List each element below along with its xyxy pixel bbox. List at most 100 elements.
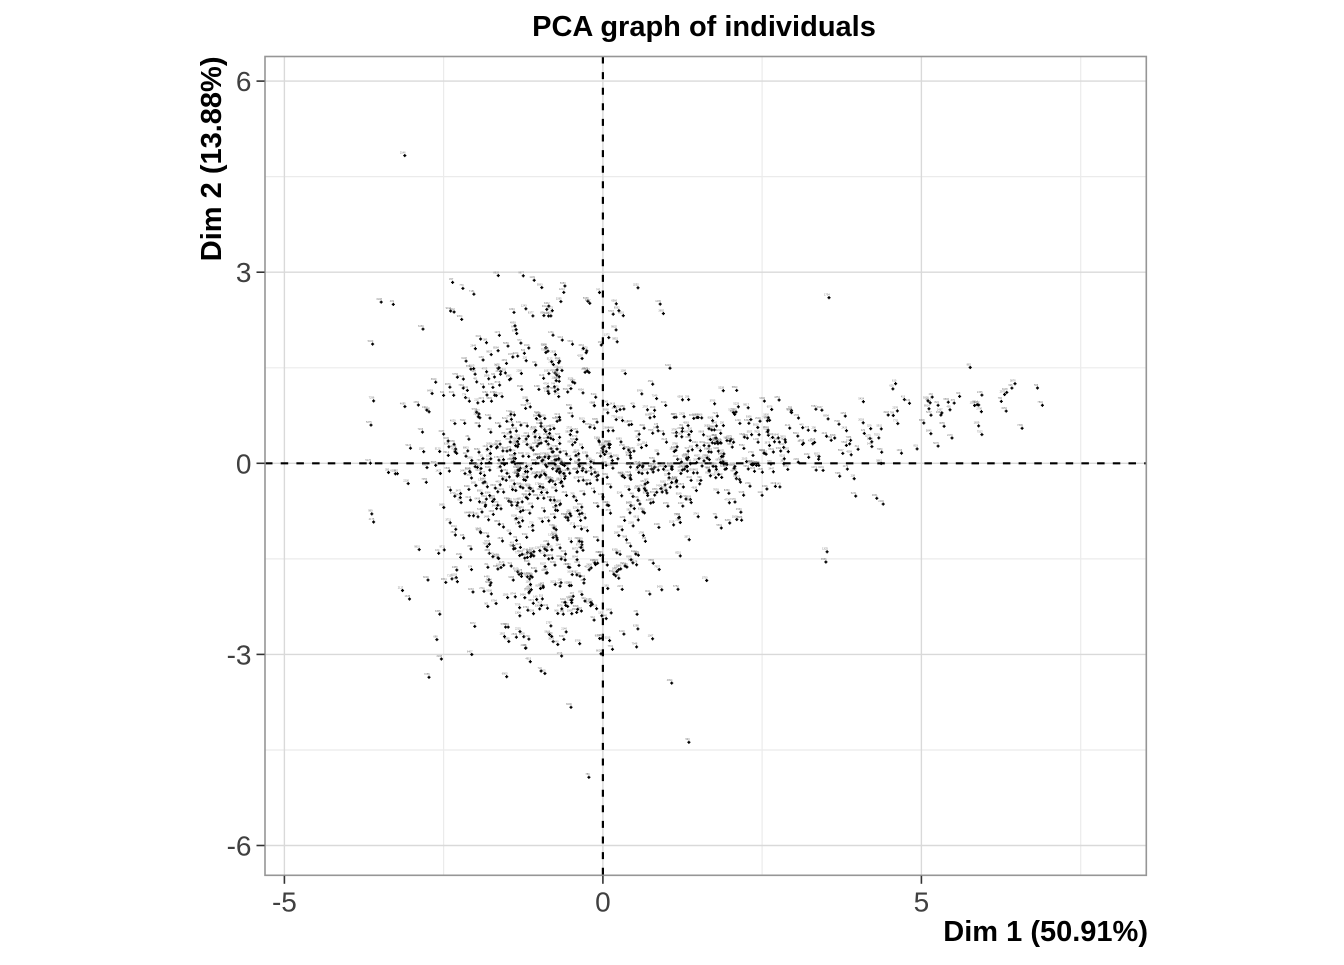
svg-text:2732: 2732 [566,425,572,429]
svg-text:2052: 2052 [506,374,512,378]
svg-text:2654: 2654 [585,478,591,482]
svg-text:7154: 7154 [571,495,577,499]
svg-text:8768: 8768 [528,525,534,529]
svg-text:2248: 2248 [510,453,516,457]
svg-text:9457: 9457 [585,298,591,302]
svg-text:6434: 6434 [486,578,492,582]
svg-text:7042: 7042 [460,418,466,422]
svg-text:1974: 1974 [554,391,560,395]
svg-text:3861: 3861 [612,566,618,570]
svg-text:7731: 7731 [586,462,592,466]
svg-text:7072: 7072 [546,444,552,448]
svg-text:3857: 3857 [544,477,550,481]
svg-text:3831: 3831 [450,530,456,534]
svg-text:2791: 2791 [522,421,528,425]
svg-text:513: 513 [539,594,544,598]
svg-text:3250: 3250 [1001,406,1007,410]
svg-text:3126: 3126 [750,466,756,470]
svg-text:4401: 4401 [495,480,501,484]
svg-text:2329: 2329 [679,412,685,416]
svg-text:6759: 6759 [521,466,527,470]
svg-text:9978: 9978 [511,441,517,445]
svg-text:2679: 2679 [543,432,549,436]
svg-text:7702: 7702 [608,644,614,648]
svg-text:6908: 6908 [518,451,524,455]
svg-text:2068: 2068 [607,455,613,459]
svg-text:8952: 8952 [477,488,483,492]
svg-text:5231: 5231 [851,491,857,495]
svg-text:3546: 3546 [633,495,639,499]
svg-text:7969: 7969 [523,467,529,471]
svg-text:8376: 8376 [574,476,580,480]
svg-text:5167: 5167 [572,427,578,431]
svg-text:2802: 2802 [735,474,741,478]
svg-text:2711: 2711 [479,586,485,590]
svg-text:1555: 1555 [685,435,691,439]
svg-text:5306: 5306 [535,604,541,608]
svg-text:465: 465 [497,462,502,466]
svg-text:865: 865 [582,367,587,371]
svg-text:3922: 3922 [747,430,753,434]
svg-text:8062: 8062 [509,453,515,457]
svg-text:302: 302 [677,468,682,472]
svg-text:9345: 9345 [682,461,688,465]
svg-text:1843: 1843 [543,386,549,390]
svg-text:6110: 6110 [528,486,534,490]
svg-text:8744: 8744 [510,592,516,596]
svg-text:164: 164 [435,548,440,552]
svg-text:6045: 6045 [549,495,555,499]
svg-text:1174: 1174 [574,560,580,564]
svg-text:3285: 3285 [704,454,710,458]
svg-text:1715: 1715 [519,475,525,479]
svg-text:3119: 3119 [669,520,675,524]
svg-text:5559: 5559 [649,456,655,460]
svg-text:575: 575 [639,468,644,472]
svg-text:340: 340 [599,443,604,447]
svg-text:1632: 1632 [711,433,717,437]
svg-text:882: 882 [541,469,546,473]
svg-text:5036: 5036 [659,429,665,433]
svg-text:5596: 5596 [680,464,686,468]
svg-text:PCA graph of individuals: PCA graph of individuals [532,11,876,43]
svg-text:7675: 7675 [513,498,519,502]
svg-text:9109: 9109 [513,567,519,571]
svg-text:5683: 5683 [560,281,566,285]
svg-text:2603: 2603 [659,464,665,468]
svg-text:1466: 1466 [697,413,703,417]
svg-text:6752: 6752 [673,584,679,588]
svg-text:3503: 3503 [536,418,542,422]
svg-text:7479: 7479 [730,497,736,501]
svg-text:2308: 2308 [677,426,683,430]
svg-text:4688: 4688 [554,372,560,376]
svg-text:157: 157 [578,606,583,610]
svg-text:4141: 4141 [785,423,791,427]
svg-text:2512: 2512 [604,439,610,443]
svg-text:1547: 1547 [774,437,780,441]
svg-text:3894: 3894 [506,432,512,436]
svg-text:133: 133 [598,611,603,615]
svg-text:2278: 2278 [517,568,523,572]
svg-text:7824: 7824 [526,464,532,468]
svg-text:3429: 3429 [555,500,561,504]
svg-text:7462: 7462 [529,551,535,555]
svg-text:311: 311 [532,432,537,436]
svg-text:6926: 6926 [509,456,515,460]
svg-text:8646: 8646 [664,469,670,473]
svg-text:6994: 6994 [823,414,829,418]
svg-text:816: 816 [593,604,598,608]
svg-text:1301: 1301 [526,579,532,583]
svg-text:3693: 3693 [474,421,480,425]
svg-text:910: 910 [516,465,521,469]
svg-text:421: 421 [528,443,533,447]
svg-text:995: 995 [1008,383,1013,387]
svg-text:795: 795 [669,464,674,468]
svg-text:4888: 4888 [737,515,743,519]
svg-text:582: 582 [626,508,631,512]
svg-text:299: 299 [472,462,477,466]
svg-text:9861: 9861 [533,493,539,497]
svg-text:7343: 7343 [718,456,724,460]
svg-text:717: 717 [815,454,820,458]
svg-text:2003: 2003 [858,418,864,422]
svg-text:5924: 5924 [719,459,725,463]
svg-text:4046: 4046 [521,492,527,496]
